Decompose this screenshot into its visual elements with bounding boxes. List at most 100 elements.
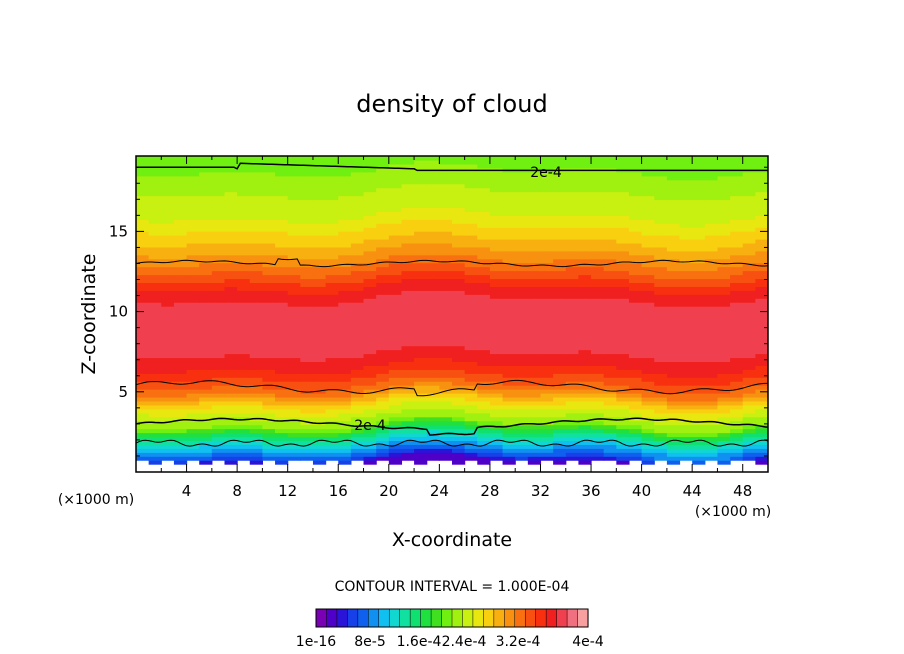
field-cell xyxy=(300,254,314,260)
x-tick-label: 4 xyxy=(182,482,192,500)
field-cell xyxy=(388,286,403,291)
field-cell xyxy=(565,385,579,390)
field-cell xyxy=(553,377,567,382)
field-cell xyxy=(439,333,453,339)
field-cell xyxy=(186,183,200,189)
field-cell xyxy=(603,179,617,185)
field-cell xyxy=(186,456,200,461)
field-cell xyxy=(414,404,428,410)
field-cell xyxy=(692,238,706,244)
field-cell xyxy=(287,341,301,347)
field-cell xyxy=(489,179,504,185)
field-cell xyxy=(452,333,466,339)
field-cell xyxy=(173,294,188,299)
field-cell xyxy=(464,325,478,331)
field-cell xyxy=(376,321,390,327)
field-cell xyxy=(527,416,542,422)
field-cell xyxy=(338,385,352,390)
field-cell xyxy=(553,369,567,374)
field-cell xyxy=(376,428,390,434)
field-cell xyxy=(603,235,617,240)
field-cell xyxy=(755,373,768,378)
field-cell xyxy=(742,242,756,248)
field-cell xyxy=(136,250,150,256)
field-cell xyxy=(275,246,289,252)
field-cell xyxy=(540,227,554,232)
field-cell xyxy=(540,353,554,359)
field-cell xyxy=(730,171,744,177)
field-cell xyxy=(186,389,200,394)
field-cell xyxy=(338,156,352,161)
field-cell xyxy=(628,302,643,307)
field-cell xyxy=(603,428,617,434)
field-cell xyxy=(325,341,339,347)
field-cell xyxy=(325,270,339,276)
field-cell xyxy=(755,420,768,426)
field-cell xyxy=(414,416,428,422)
field-cell xyxy=(325,258,339,264)
field-cell xyxy=(603,404,617,410)
field-cell xyxy=(527,290,542,295)
plot-frame xyxy=(135,155,769,473)
field-cell xyxy=(262,258,276,264)
field-cell xyxy=(502,203,516,208)
field-cell xyxy=(211,389,226,394)
field-cell xyxy=(540,321,554,327)
field-cell xyxy=(515,377,529,382)
field-cell xyxy=(591,389,605,394)
field-cell xyxy=(376,444,390,449)
field-cell xyxy=(199,436,213,441)
field-cell xyxy=(199,432,213,438)
field-cell xyxy=(262,215,276,220)
field-cell xyxy=(527,424,542,430)
field-cell xyxy=(565,412,579,418)
field-cell xyxy=(464,171,478,177)
field-cell xyxy=(439,159,453,165)
field-cell xyxy=(527,270,542,276)
field-cell xyxy=(654,159,668,165)
field-cell xyxy=(477,231,491,236)
field-cell xyxy=(654,353,668,359)
field-cell xyxy=(325,215,339,220)
field-cell xyxy=(173,246,188,252)
field-cell xyxy=(275,349,289,355)
field-cell xyxy=(616,290,630,295)
field-cell xyxy=(565,361,579,366)
field-cell xyxy=(287,215,301,220)
field-cell xyxy=(224,159,238,165)
field-cell xyxy=(401,246,415,252)
field-cell xyxy=(325,369,339,374)
field-cell xyxy=(148,361,162,366)
field-cell xyxy=(553,321,567,327)
field-cell xyxy=(199,187,213,193)
field-cell xyxy=(262,412,276,418)
field-cell xyxy=(452,416,466,422)
field-cell xyxy=(565,203,579,208)
field-cell xyxy=(515,266,529,272)
field-cell xyxy=(553,199,567,204)
field-cell xyxy=(414,317,428,323)
field-cell xyxy=(477,270,491,276)
field-cell xyxy=(237,199,251,204)
field-cell xyxy=(553,175,567,181)
field-cell xyxy=(628,404,643,410)
field-cell xyxy=(439,436,453,441)
field-cell xyxy=(553,179,567,185)
field-cell xyxy=(591,385,605,390)
field-cell xyxy=(603,227,617,232)
field-cell xyxy=(173,310,188,315)
field-cell xyxy=(312,215,327,220)
field-cell xyxy=(350,302,365,307)
field-cell xyxy=(287,203,301,208)
cloud-density-field xyxy=(136,156,768,465)
field-cell xyxy=(515,246,529,252)
field-cell xyxy=(603,361,617,366)
field-cell xyxy=(553,310,567,315)
field-cell xyxy=(224,341,238,347)
field-cell xyxy=(186,246,200,252)
field-cell xyxy=(591,207,605,212)
field-cell xyxy=(312,396,327,402)
field-cell xyxy=(679,306,693,311)
field-cell xyxy=(262,254,276,260)
field-cell xyxy=(237,242,251,248)
